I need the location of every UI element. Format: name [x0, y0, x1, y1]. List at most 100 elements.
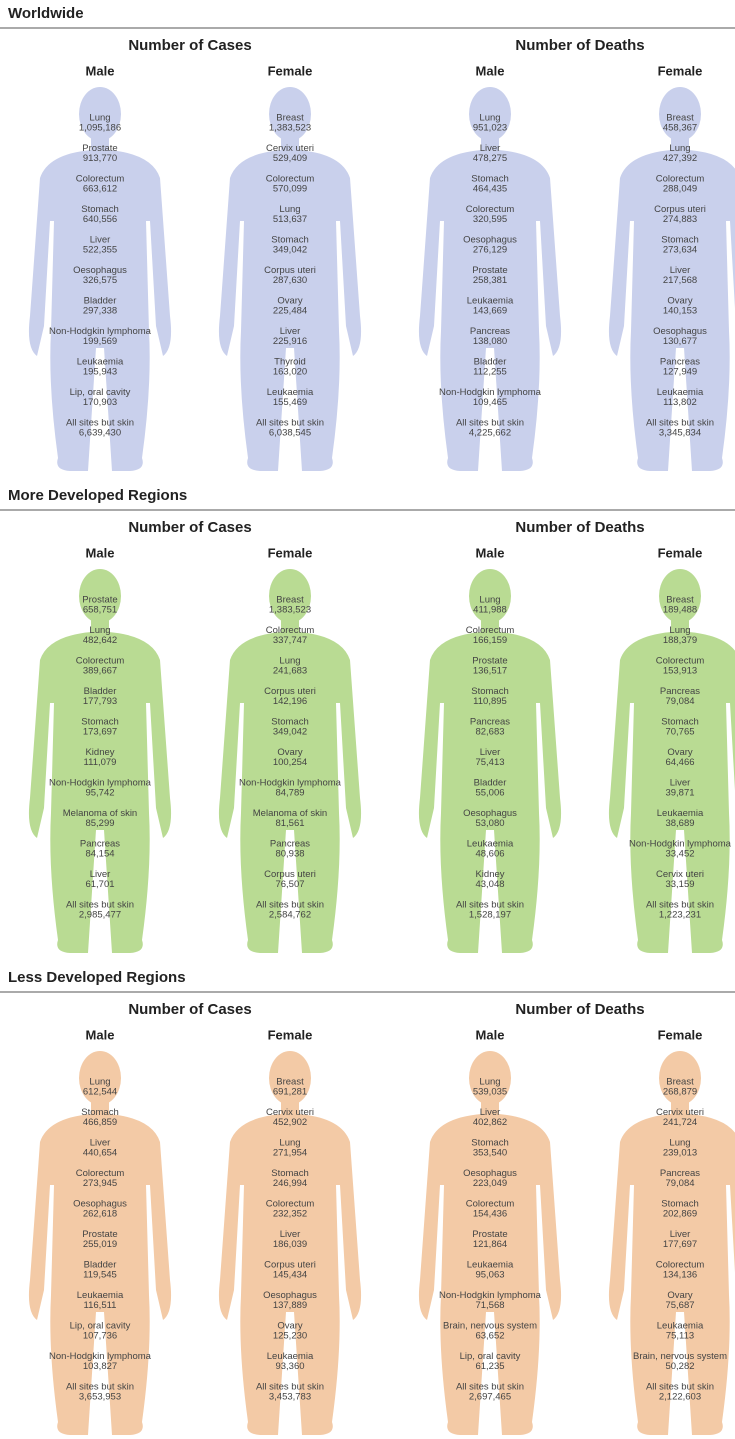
site-count: 273,945	[83, 1178, 117, 1189]
site-count: 427,392	[663, 153, 697, 164]
site-count: 93,360	[275, 1361, 304, 1372]
sex-label: Female	[658, 63, 703, 78]
site-count: 217,568	[663, 275, 697, 286]
site-count: 39,871	[665, 788, 694, 799]
site-count: 464,435	[473, 184, 507, 195]
site-count: 103,827	[83, 1361, 117, 1372]
site-count: 170,903	[83, 397, 117, 408]
site-count: 1,528,197	[469, 910, 511, 921]
site-count: 121,864	[473, 1239, 507, 1250]
site-count: 2,584,762	[269, 910, 311, 921]
site-count: 951,023	[473, 123, 507, 134]
group-title: Number of Deaths	[515, 1001, 644, 1018]
site-count: 85,299	[85, 818, 114, 829]
site-count: 95,742	[85, 788, 114, 799]
site-count: 38,689	[665, 818, 694, 829]
site-count: 82,683	[475, 727, 504, 738]
site-count: 80,938	[275, 849, 304, 860]
site-count: 138,080	[473, 336, 507, 347]
site-count: 241,683	[273, 666, 307, 677]
site-count: 3,345,834	[659, 428, 701, 439]
site-count: 478,275	[473, 153, 507, 164]
site-count: 276,129	[473, 245, 507, 256]
site-count: 81,561	[275, 818, 304, 829]
site-count: 202,869	[663, 1209, 697, 1220]
site-count: 326,575	[83, 275, 117, 286]
site-count: 612,544	[83, 1087, 117, 1098]
site-count: 79,084	[665, 696, 694, 707]
site-count: 262,618	[83, 1209, 117, 1220]
site-count: 145,434	[273, 1270, 307, 1281]
sex-label: Female	[268, 63, 313, 78]
site-count: 2,697,465	[469, 1392, 511, 1403]
site-count: 155,469	[273, 397, 307, 408]
site-count: 189,488	[663, 605, 697, 616]
site-count: 111,079	[84, 757, 117, 768]
infographic: WorldwideNumber of CasesMaleLung1,095,18…	[0, 0, 735, 1439]
site-count: 43,048	[475, 879, 504, 890]
site-count: 125,230	[273, 1331, 307, 1342]
site-count: 2,985,477	[79, 910, 121, 921]
site-count: 482,642	[83, 635, 117, 646]
sex-label: Female	[268, 545, 313, 560]
site-count: 119,545	[83, 1270, 117, 1281]
site-count: 1,383,523	[269, 123, 311, 134]
site-count: 33,452	[665, 849, 694, 860]
site-count: 71,568	[475, 1300, 504, 1311]
site-count: 3,653,953	[79, 1392, 121, 1403]
site-count: 389,667	[83, 666, 117, 677]
site-count: 4,225,662	[469, 428, 511, 439]
site-count: 50,282	[665, 1361, 694, 1372]
sex-label: Female	[268, 1027, 313, 1042]
site-count: 64,466	[665, 757, 694, 768]
site-count: 288,049	[663, 184, 697, 195]
site-count: 466,859	[83, 1117, 117, 1128]
site-count: 61,701	[85, 879, 114, 890]
site-count: 1,095,186	[79, 123, 121, 134]
site-count: 199,569	[83, 336, 117, 347]
site-count: 258,381	[473, 275, 507, 286]
site-count: 225,484	[273, 306, 307, 317]
site-count: 142,196	[273, 696, 307, 707]
site-count: 84,154	[85, 849, 114, 860]
site-count: 188,379	[663, 635, 697, 646]
site-count: 2,122,603	[659, 1392, 701, 1403]
site-count: 84,789	[275, 788, 304, 799]
site-count: 223,049	[473, 1178, 507, 1189]
site-count: 452,902	[273, 1117, 307, 1128]
site-count: 112,255	[473, 367, 507, 378]
site-count: 349,042	[273, 727, 307, 738]
site-count: 522,355	[83, 245, 117, 256]
site-count: 110,895	[473, 696, 507, 707]
site-count: 539,035	[473, 1087, 507, 1098]
site-count: 53,080	[475, 818, 504, 829]
site-count: 61,235	[475, 1361, 504, 1372]
site-count: 137,889	[273, 1300, 307, 1311]
site-count: 349,042	[273, 245, 307, 256]
site-count: 6,038,545	[269, 428, 311, 439]
site-count: 273,634	[663, 245, 697, 256]
site-count: 3,453,783	[269, 1392, 311, 1403]
site-count: 195,943	[83, 367, 117, 378]
site-count: 225,916	[273, 336, 307, 347]
site-count: 320,595	[473, 214, 507, 225]
site-count: 75,113	[666, 1331, 694, 1342]
site-count: 75,413	[475, 757, 504, 768]
site-count: 411,988	[473, 605, 507, 616]
sex-label: Female	[658, 545, 703, 560]
site-count: 134,136	[663, 1270, 697, 1281]
site-count: 287,630	[273, 275, 307, 286]
site-count: 232,352	[273, 1209, 307, 1220]
site-count: 353,540	[473, 1148, 507, 1159]
sex-label: Male	[86, 63, 115, 78]
site-count: 140,153	[663, 306, 697, 317]
site-count: 246,994	[273, 1178, 307, 1189]
site-count: 130,677	[663, 336, 697, 347]
sex-label: Female	[658, 1027, 703, 1042]
site-count: 297,338	[83, 306, 117, 317]
site-count: 154,436	[473, 1209, 507, 1220]
site-count: 658,751	[83, 605, 117, 616]
site-count: 913,770	[83, 153, 117, 164]
sex-label: Male	[86, 545, 115, 560]
group-title: Number of Cases	[128, 37, 251, 54]
